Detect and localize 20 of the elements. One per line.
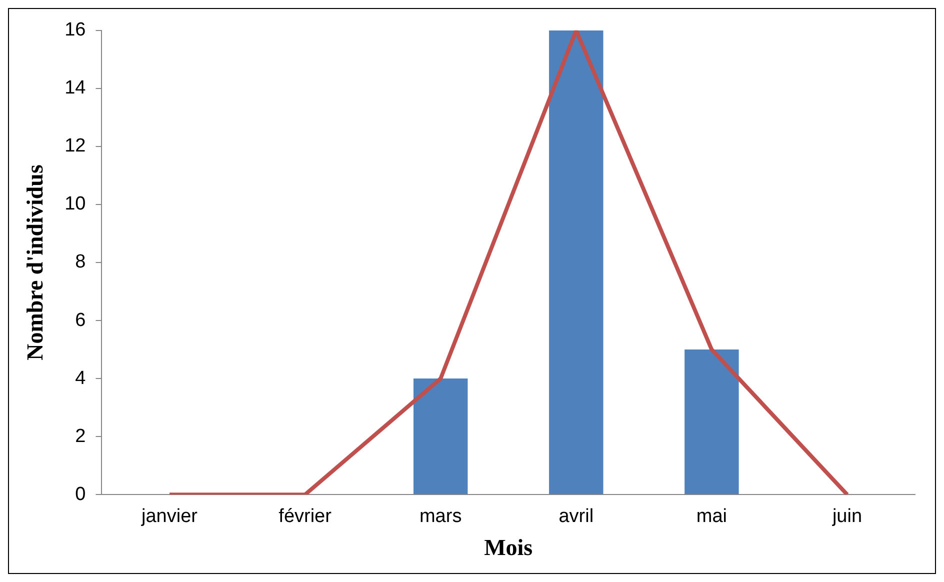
y-tick-label: 0	[75, 484, 86, 505]
bar	[684, 350, 739, 494]
x-tick-label: mai	[696, 506, 727, 528]
y-tick-label: 2	[75, 426, 86, 447]
y-tick-label: 4	[75, 368, 86, 389]
bar	[413, 378, 468, 494]
x-tick-label: mars	[419, 506, 462, 528]
x-tick-label: janvier	[140, 506, 198, 528]
y-tick-label: 8	[75, 252, 86, 273]
y-tick-label: 16	[64, 20, 86, 41]
bar	[549, 30, 604, 494]
x-tick-label: avril	[558, 506, 594, 528]
y-tick-label: 10	[64, 194, 86, 215]
x-axis-title: Mois	[484, 535, 533, 560]
y-tick-label: 6	[75, 310, 86, 331]
x-tick-label: juin	[831, 506, 862, 528]
x-tick-label: février	[278, 506, 332, 528]
y-tick-label: 12	[64, 136, 86, 157]
y-tick-label: 14	[64, 78, 86, 99]
y-axis-title: Nombre d'individus	[22, 164, 48, 360]
